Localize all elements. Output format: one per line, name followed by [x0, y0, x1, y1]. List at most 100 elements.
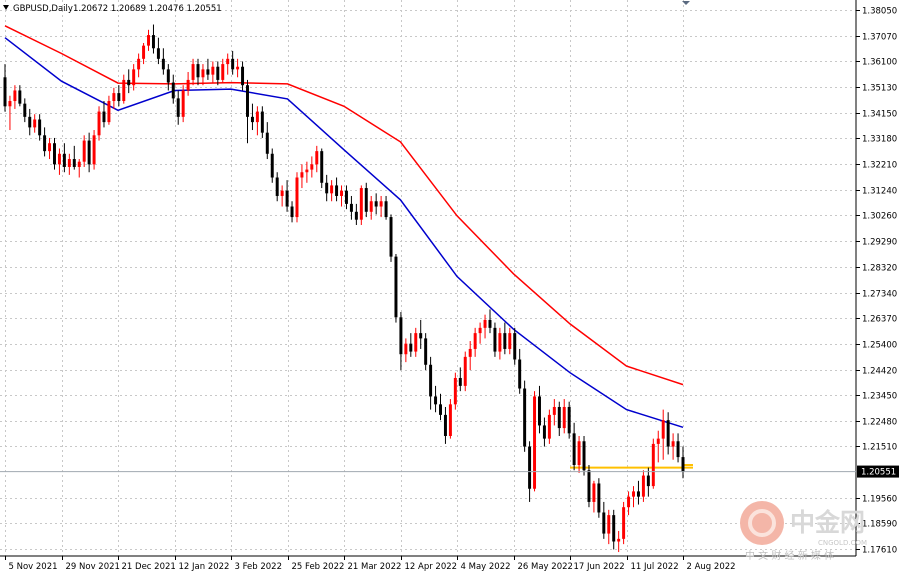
candle-body — [137, 58, 141, 70]
candle-body — [226, 58, 230, 65]
time-tick-label: 5 Nov 2021 — [9, 562, 58, 572]
candle-body — [122, 79, 126, 102]
candle-body — [567, 406, 571, 434]
candle-body — [597, 483, 601, 513]
candle-body — [102, 111, 106, 123]
candle-body — [241, 66, 245, 86]
candle-body — [429, 364, 433, 397]
candle-body — [250, 116, 254, 123]
candle-body — [280, 190, 284, 196]
price-tick-label: 1.24420 — [862, 367, 897, 377]
candle-body — [533, 396, 537, 489]
candle-body — [661, 420, 665, 439]
candle-body — [414, 333, 418, 352]
price-tick-label: 1.18590 — [862, 520, 897, 530]
price-tick-label: 1.30260 — [862, 212, 897, 222]
candle-body — [582, 441, 586, 471]
price-tick-label: 1.29290 — [862, 238, 897, 248]
candle-body — [147, 35, 151, 46]
price-tick-label: 1.37070 — [862, 33, 897, 43]
candle-body — [542, 425, 546, 439]
candle-body — [196, 64, 200, 78]
price-tick-label: 1.31240 — [862, 187, 897, 197]
candle-body — [666, 420, 670, 447]
candle-body — [676, 441, 680, 458]
candle-body — [28, 116, 32, 128]
price-tick-label: 1.38050 — [862, 7, 897, 17]
candle-body — [325, 182, 329, 194]
watermark: 中金网 CNGOLD.COM 中 文 财 经 新 媒 体 — [740, 501, 867, 562]
candle-body — [67, 159, 71, 167]
time-tick-label: 4 May 2022 — [461, 562, 511, 572]
candle-body — [651, 443, 655, 487]
collapse-arrow-icon[interactable] — [682, 1, 690, 5]
candle-body — [671, 441, 675, 447]
price-tick-label: 1.26370 — [862, 315, 897, 325]
price-tick-label: 1.27340 — [862, 290, 897, 300]
last-price-box — [857, 465, 899, 478]
candle-body — [409, 343, 413, 352]
price-tick-label: 1.32210 — [862, 161, 897, 171]
candle-body — [656, 438, 660, 444]
symbol-label: GBPUSD,Daily — [13, 4, 73, 14]
price-tick-label: 1.25400 — [862, 341, 897, 351]
candle-body — [493, 327, 497, 352]
candle-body — [72, 159, 76, 167]
candle-body — [602, 512, 606, 534]
candle-body — [636, 491, 640, 497]
candle-body — [290, 206, 294, 218]
brand-logo-swirl-icon — [748, 509, 776, 537]
candle-body — [369, 201, 373, 212]
time-tick-label: 12 Apr 2022 — [405, 562, 458, 572]
candles — [3, 24, 685, 553]
candle-body — [221, 64, 225, 80]
candle-body — [13, 90, 17, 102]
candle-body — [43, 135, 47, 152]
candle-body — [344, 190, 348, 204]
candle-body — [127, 79, 131, 86]
candle-body — [216, 66, 220, 80]
candle-body — [434, 396, 438, 405]
candle-body — [77, 161, 81, 167]
price-axis-labels: 1.38050 1.37070 1.36100 1.35130 1.34150 1.331… — [856, 7, 897, 556]
candle-body — [389, 217, 393, 257]
candle-body — [528, 446, 532, 489]
candle-body — [488, 319, 492, 328]
candle-body — [681, 457, 685, 472]
candle-body — [503, 333, 507, 349]
time-tick-label: 29 Nov 2021 — [66, 562, 120, 572]
time-tick-label: 11 Jul 2022 — [631, 562, 679, 572]
watermark-domain: CNGOLD.COM — [818, 539, 867, 547]
candle-body — [330, 185, 334, 194]
last-price-label: 1.20551 — [861, 468, 896, 478]
candle-body — [483, 319, 487, 328]
candle-body — [399, 317, 403, 355]
candle-body — [3, 77, 7, 107]
candle-body — [473, 333, 477, 349]
candle-body — [132, 69, 136, 86]
candle-body — [612, 515, 616, 542]
candle-body — [557, 406, 561, 429]
dropdown-triangle-icon[interactable] — [3, 5, 9, 10]
moving-average-line — [4, 37, 684, 429]
candle-body — [206, 69, 210, 75]
candle-body — [62, 153, 66, 167]
candle-body — [641, 475, 645, 497]
candle-body — [622, 507, 626, 539]
candle-body — [627, 496, 631, 508]
watermark-brand: 中金网 — [790, 508, 865, 537]
candle-body — [453, 377, 457, 405]
candle-body — [419, 333, 423, 339]
candle-body — [523, 388, 527, 447]
candle-body — [186, 79, 190, 91]
candle-body — [349, 203, 353, 212]
candle-body — [513, 333, 517, 360]
candle-body — [201, 69, 205, 78]
time-tick-label: 12 Jan 2022 — [179, 562, 230, 572]
candle-body — [260, 111, 264, 133]
candle-body — [463, 356, 467, 386]
level-lines — [570, 464, 693, 469]
candle-body — [33, 119, 37, 128]
candle-body — [310, 164, 314, 170]
